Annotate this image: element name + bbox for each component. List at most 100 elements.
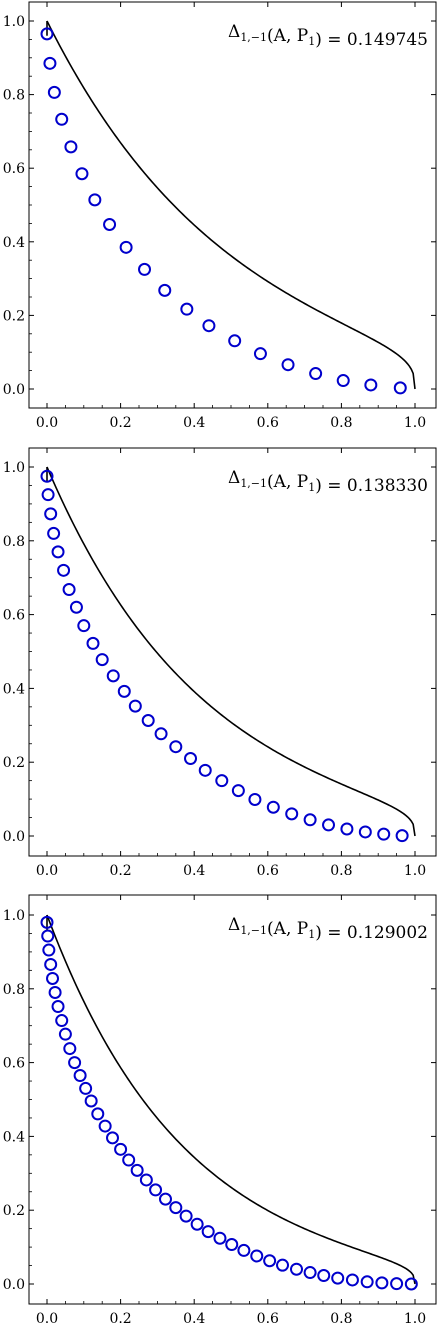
data-point (62, 583, 76, 597)
data-point (303, 813, 317, 827)
data-point (154, 727, 168, 741)
y-tick-label: 0.0 (3, 829, 25, 845)
data-point (51, 1000, 65, 1014)
data-point (64, 140, 78, 154)
data-point (95, 653, 109, 667)
data-point (285, 807, 299, 821)
data-point (331, 1271, 345, 1285)
x-tick-label: 0.8 (330, 863, 352, 879)
data-point (303, 1266, 317, 1280)
data-point (58, 1027, 72, 1041)
data-point (340, 822, 354, 836)
y-tick-label: 0.8 (3, 534, 25, 550)
x-tick-label: 0.6 (257, 1311, 279, 1326)
y-tick-label: 0.2 (3, 308, 25, 324)
data-point (40, 915, 54, 929)
y-tick-label: 0.4 (3, 681, 25, 697)
data-point (46, 971, 60, 985)
y-tick-label: 0.8 (3, 88, 25, 104)
x-tick-label: 1.0 (404, 415, 426, 431)
x-tick-label: 0.4 (183, 1311, 205, 1326)
data-point (57, 563, 71, 577)
annotation-label: Δ1,−1(A, P1) = 0.149745 (228, 22, 428, 50)
y-tick-label: 1.0 (3, 908, 25, 924)
data-point (79, 1081, 93, 1095)
data-point (73, 1069, 87, 1083)
data-point (41, 488, 55, 502)
data-point (237, 1243, 251, 1257)
data-point (393, 381, 407, 395)
data-point (42, 943, 56, 957)
y-tick-label: 0.6 (3, 161, 25, 177)
data-point (103, 218, 117, 232)
data-point (169, 1201, 183, 1215)
data-point (276, 1258, 290, 1272)
data-point (98, 1119, 112, 1133)
y-tick-label: 0.0 (3, 1277, 25, 1293)
data-point (202, 319, 216, 333)
data-point (47, 526, 61, 540)
data-point (345, 1273, 359, 1287)
data-point (106, 669, 120, 683)
data-point (201, 1225, 215, 1239)
data-point (248, 792, 262, 806)
x-tick-label: 0.8 (330, 1311, 352, 1326)
data-point (63, 1042, 77, 1056)
data-point (40, 27, 54, 41)
y-tick-label: 0.2 (3, 1203, 25, 1219)
plot-frame (28, 894, 437, 1305)
data-point (122, 1153, 136, 1167)
x-tick-label: 0.4 (183, 863, 205, 879)
data-point (336, 374, 350, 388)
y-tick-label: 0.8 (3, 982, 25, 998)
data-point (40, 469, 54, 483)
annotation-label: Δ1,−1(A, P1) = 0.138330 (228, 468, 428, 496)
data-point (128, 699, 142, 713)
data-point (47, 85, 61, 99)
chart-panel-1: 0.0 0.2 0.4 0.6 0.8 1.0 0.0 0.2 0.4 0.6 0.8 1.0 Δ1,−… (3, 1, 437, 431)
data-point (55, 1014, 69, 1028)
data-point (184, 752, 198, 766)
x-tick-label: 0.4 (183, 415, 205, 431)
x-tick-label: 0.2 (109, 863, 131, 879)
x-tick-label: 1.0 (404, 1311, 426, 1326)
data-point (322, 818, 336, 832)
data-point (88, 193, 102, 207)
y-tick-label: 0.6 (3, 608, 25, 624)
data-point (317, 1269, 331, 1283)
data-point (375, 1276, 389, 1290)
data-point (364, 378, 378, 392)
data-point (41, 929, 55, 943)
data-point (358, 825, 372, 839)
y-tick-label: 0.6 (3, 1056, 25, 1072)
chart-panel-3: 0.0 0.2 0.4 0.6 0.8 1.0 0.0 0.2 0.4 0.6 0.8 1.0 Δ1,−… (3, 894, 437, 1326)
chart-panel-2: 0.0 0.2 0.4 0.6 0.8 1.0 0.0 0.2 0.4 0.6 0.8 1.0 Δ1,−… (3, 447, 437, 879)
y-tick-label: 0.0 (3, 382, 25, 398)
data-point (281, 358, 295, 372)
x-tick-label: 0.0 (36, 415, 58, 431)
data-point (141, 714, 155, 728)
data-point (139, 1173, 153, 1187)
data-point (266, 800, 280, 814)
data-point (84, 1094, 98, 1108)
plot-frame (28, 447, 437, 857)
x-tick-label: 0.0 (36, 863, 58, 879)
fit-curve (46, 20, 416, 390)
x-tick-label: 0.0 (36, 1311, 58, 1326)
x-tick-label: 0.6 (257, 415, 279, 431)
data-point (114, 1142, 128, 1156)
y-tick-label: 0.4 (3, 235, 25, 251)
annotation-label: Δ1,−1(A, P1) = 0.129002 (228, 915, 428, 943)
data-point (51, 545, 65, 559)
data-point (263, 1254, 277, 1268)
x-tick-label: 0.8 (330, 415, 352, 431)
data-point (69, 600, 83, 614)
data-point (48, 985, 62, 999)
data-point (213, 1231, 227, 1245)
data-point (91, 1107, 105, 1121)
data-point (158, 1192, 172, 1206)
y-tick-label: 0.4 (3, 1129, 25, 1145)
data-point (169, 740, 183, 754)
data-point (119, 240, 133, 254)
data-point (225, 1238, 239, 1252)
